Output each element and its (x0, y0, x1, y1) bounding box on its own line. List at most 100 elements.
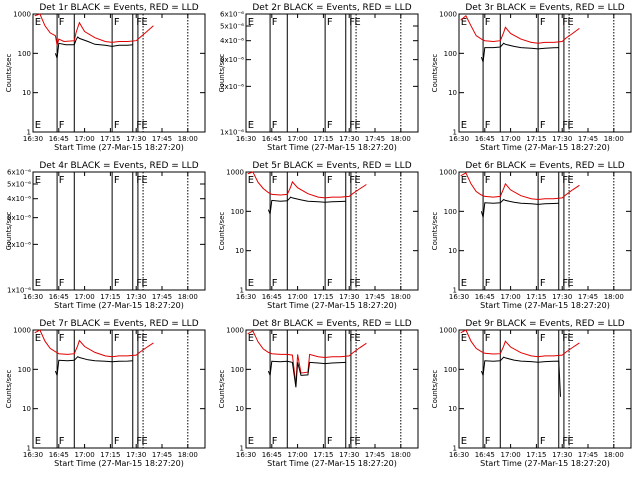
x-tick-label: 17:30 (126, 135, 146, 143)
panel-title: Det 7r BLACK = Events, RED = LLD (39, 319, 198, 329)
x-tick-label: 17:30 (552, 135, 572, 143)
marker-label-top: F (327, 333, 333, 344)
plot-frame (458, 13, 632, 133)
x-tick-label: 17:45 (365, 451, 385, 459)
marker-label-top: F (136, 175, 142, 186)
x-tick-label: 16:45 (49, 135, 69, 143)
marker-label-top: E (354, 333, 360, 344)
plot-frame (32, 329, 206, 449)
marker-label-bottom: E (141, 436, 147, 447)
marker-label-bottom: F (349, 278, 355, 289)
x-tick-label: 17:00 (501, 451, 521, 459)
y-axis-label: Counts/sec (218, 212, 226, 251)
x-tick-label: 16:30 (23, 135, 43, 143)
x-tick-label: 17:30 (552, 293, 572, 301)
y-tick-label: 10 (235, 247, 244, 255)
marker-label-top: F (562, 333, 568, 344)
lld-series-line (247, 330, 367, 386)
y-tick-label: 100 (444, 366, 457, 374)
x-tick-label: 18:00 (604, 135, 624, 143)
marker-label-bottom: F (327, 436, 333, 447)
marker-label-bottom: F (540, 278, 546, 289)
x-axis-label: Start Time (27-Mar-15 18:27:20) (54, 143, 184, 152)
events-series-line (267, 196, 346, 215)
marker-label-bottom: F (272, 278, 278, 289)
events-series-line (480, 356, 561, 397)
marker-label-bottom: F (59, 278, 65, 289)
y-tick-label: 1x10⁻⁶ (7, 287, 31, 295)
panel-title: Det 6r BLACK = Events, RED = LLD (465, 161, 624, 171)
x-tick-label: 17:15 (526, 135, 546, 143)
y-tick-label: 100 (231, 208, 244, 216)
marker-label-bottom: E (354, 436, 360, 447)
detector-panel-3: Det 3r BLACK = Events, RED = LLD 16:30 16:… (431, 3, 632, 152)
x-tick-label: 18:00 (391, 135, 411, 143)
marker-label-top: F (272, 175, 278, 186)
marker-label-top: F (485, 175, 491, 186)
marker-label-top: E (248, 333, 254, 344)
marker-label-bottom: F (540, 436, 546, 447)
marker-label-top: E (141, 175, 147, 186)
marker-label-top: F (272, 17, 278, 28)
x-tick-label: 17:15 (313, 135, 333, 143)
x-axis-label: Start Time (27-Mar-15 18:27:20) (480, 459, 610, 468)
x-tick-label: 18:00 (391, 451, 411, 459)
marker-label-top: F (327, 175, 333, 186)
marker-label-bottom: E (354, 120, 360, 131)
marker-label-top: F (562, 17, 568, 28)
marker-label-bottom: F (114, 278, 120, 289)
y-tick-label: 1 (27, 445, 31, 453)
x-axis-label: Start Time (27-Mar-15 18:27:20) (267, 459, 397, 468)
marker-label-bottom: E (248, 278, 254, 289)
marker-label-top: E (461, 175, 467, 186)
x-tick-label: 17:00 (288, 293, 308, 301)
y-tick-label: 100 (18, 366, 31, 374)
x-tick-label: 17:15 (526, 451, 546, 459)
plot-frame (32, 171, 206, 291)
y-tick-label: 2x10⁻⁶ (7, 241, 31, 249)
detector-panel-6: Det 6r BLACK = Events, RED = LLD 16:30 16:… (431, 161, 632, 310)
plot-frame (245, 171, 419, 291)
y-tick-label: 1x10⁻⁶ (220, 129, 244, 137)
x-tick-label: 17:15 (100, 451, 120, 459)
plot-frame (458, 171, 632, 291)
x-tick-label: 17:15 (100, 293, 120, 301)
marker-label-bottom: F (272, 120, 278, 131)
marker-label-top: F (540, 333, 546, 344)
y-tick-label: 10 (448, 247, 457, 255)
y-tick-label: 10 (22, 89, 31, 97)
marker-label-bottom: E (567, 436, 573, 447)
marker-label-top: F (59, 175, 65, 186)
y-tick-label: 6x10⁻⁶ (7, 169, 31, 177)
x-tick-label: 16:45 (262, 293, 282, 301)
x-tick-label: 17:30 (552, 451, 572, 459)
marker-label-bottom: F (59, 120, 65, 131)
marker-label-top: F (59, 17, 65, 28)
y-tick-label: 3x10⁻⁶ (7, 214, 31, 222)
x-axis-label: Start Time (27-Mar-15 18:27:20) (480, 143, 610, 152)
y-tick-label: 100 (231, 366, 244, 374)
events-series-line (480, 198, 559, 218)
x-tick-label: 16:30 (23, 293, 43, 301)
marker-label-bottom: F (562, 436, 568, 447)
marker-label-top: E (567, 333, 573, 344)
marker-label-bottom: F (136, 278, 142, 289)
panel-title: Det 1r BLACK = Events, RED = LLD (39, 3, 198, 13)
events-series-line (267, 360, 346, 388)
marker-label-top: E (354, 175, 360, 186)
y-tick-label: 5x10⁻⁶ (7, 181, 31, 189)
marker-label-bottom: F (136, 120, 142, 131)
marker-label-top: F (540, 17, 546, 28)
marker-label-top: F (114, 175, 120, 186)
detector-panel-5: Det 5r BLACK = Events, RED = LLD 16:30 16:… (218, 161, 419, 310)
panel-title: Det 5r BLACK = Events, RED = LLD (252, 161, 411, 171)
y-tick-label: 1000 (13, 327, 31, 335)
x-tick-label: 17:45 (152, 135, 172, 143)
y-tick-label: 1 (27, 129, 31, 137)
y-tick-label: 100 (18, 50, 31, 58)
marker-label-bottom: F (272, 436, 278, 447)
marker-label-top: E (567, 175, 573, 186)
x-tick-label: 17:30 (126, 451, 146, 459)
x-axis-label: Start Time (27-Mar-15 18:27:20) (480, 301, 610, 310)
marker-label-top: E (35, 175, 41, 186)
